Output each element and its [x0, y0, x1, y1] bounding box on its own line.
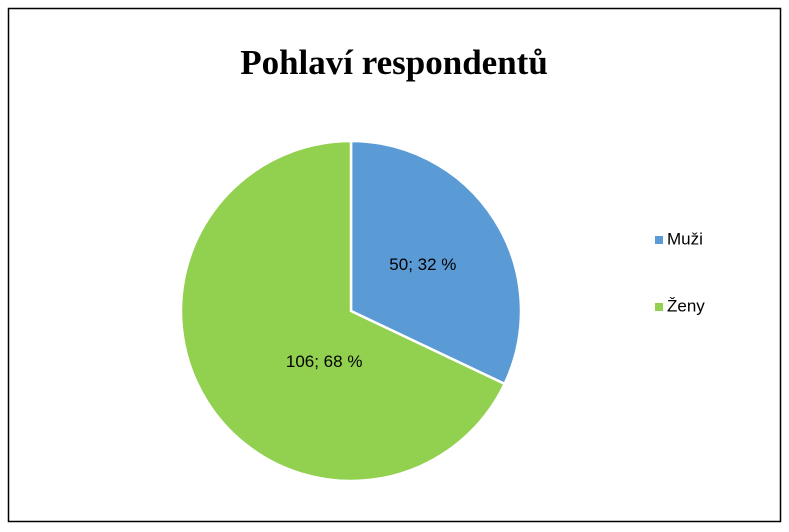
legend-marker [655, 303, 663, 311]
legend-label: Ženy [667, 296, 705, 315]
legend-label: Muži [667, 229, 703, 248]
pie-slice [349, 139, 523, 386]
chart-title: Pohlaví respondentů [240, 43, 548, 82]
pie-slice [179, 139, 507, 483]
legend-marker [655, 236, 663, 244]
data-label: 106; 68 % [286, 352, 363, 371]
data-label: 50; 32 % [389, 255, 456, 274]
